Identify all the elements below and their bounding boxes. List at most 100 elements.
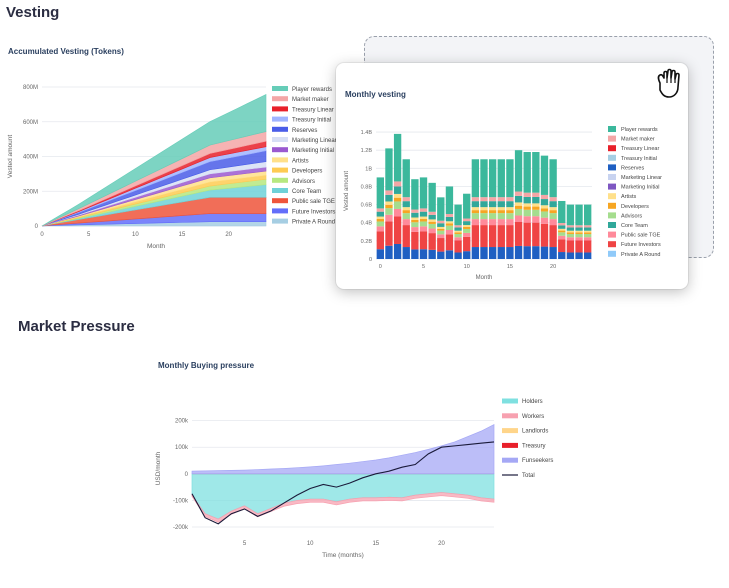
mon-bar-segment (566, 225, 575, 228)
mon-bar-segment (402, 247, 410, 259)
buy-workers-area (191, 492, 495, 523)
mon-bar-segment (376, 219, 384, 222)
mon-bar-segment (566, 230, 575, 233)
buy-ytick-label: 0 (185, 472, 189, 478)
acc-xtick-label: 5 (87, 232, 91, 238)
mon-bar-segment (584, 252, 592, 259)
mon-bar-segment (463, 218, 471, 222)
mon-ylabel: Vested amount (344, 171, 350, 211)
buy-funseekers-area (191, 424, 495, 475)
mon-bar-segment (454, 237, 462, 241)
mon-bar-segment (428, 214, 436, 220)
mon-bar-segment (437, 230, 445, 235)
mon-bar-segment (549, 225, 557, 248)
mon-bar-segment (549, 159, 557, 198)
accumulated-vesting-chart[interactable]: 0 200M 400M 600M 800M 0 5 10 15 20 Month Vested amo… (0, 60, 360, 260)
buy-ylabel: USD/month (155, 451, 162, 485)
mon-bar-segment (523, 206, 531, 210)
mon-bar-segment (445, 216, 454, 222)
mon-bar-segment (506, 159, 514, 198)
acc-legend-swatch (272, 116, 288, 122)
mon-bar-segment (402, 210, 410, 214)
buy-xlabel: Time (months) (322, 552, 364, 559)
mon-legend-swatch (608, 174, 616, 180)
mon-legend-label: Private A Round (621, 252, 660, 258)
mon-legend-swatch (608, 164, 616, 171)
buying-pressure-chart[interactable]: -200k -100k 0 100k 200k 5 10 15 20 Time (months) U… (140, 380, 560, 570)
mon-bar-segment (393, 216, 402, 244)
acc-legend-label: Developers (292, 169, 322, 175)
mon-bar-segment (419, 216, 428, 220)
mon-bar-segment (523, 216, 531, 223)
acc-legend-swatch (272, 218, 288, 224)
mon-bar-segment (514, 215, 523, 223)
mon-bar-segment (428, 233, 436, 250)
mon-bar-segment (393, 193, 402, 198)
mon-bar-segment (437, 228, 445, 231)
mon-bar-segment (454, 232, 462, 234)
mon-bar-segment (411, 227, 419, 232)
acc-legend-swatch (272, 137, 288, 142)
mon-bar-segment (540, 205, 549, 209)
mon-bar-segment (445, 250, 454, 259)
mon-bar-segment (584, 233, 592, 238)
mon-bar-segment (480, 207, 488, 211)
acc-legend-swatch (272, 188, 288, 193)
mon-ytick-label: 0.2B (361, 239, 373, 245)
mon-bar-segment (584, 240, 592, 253)
accumulated-chart-title: Accumulated Vesting (Tokens) (8, 47, 124, 56)
mon-legend-label: Reserves (621, 165, 644, 171)
mon-bar-segment (419, 231, 428, 250)
mon-bar-segment (411, 217, 419, 220)
mon-bar-segment (402, 207, 410, 211)
mon-legend-swatch (608, 154, 616, 161)
mon-ytick-label: 1.2B (361, 148, 373, 154)
acc-legend-swatch (272, 147, 288, 153)
mon-bar-segment (523, 209, 531, 217)
mon-bar-segment (566, 232, 575, 234)
acc-legend-label: Advisors (292, 179, 315, 185)
acc-ytick-label: 0 (35, 224, 39, 230)
acc-ytick-label: 800M (23, 85, 38, 91)
mon-bar-segment (471, 210, 480, 214)
acc-ytick-label: 200M (23, 189, 38, 195)
buy-legend-label: Holders (522, 399, 543, 405)
mon-bar-segment (463, 225, 471, 228)
mon-bar-segment (471, 207, 480, 211)
mon-bar-segment (506, 201, 514, 208)
mon-bar-segment (445, 186, 454, 215)
mon-bar-segment (488, 210, 497, 214)
buy-legend-swatch (502, 442, 518, 448)
vesting-heading: Vesting (6, 4, 60, 21)
mon-legend-label: Advisors (621, 213, 642, 219)
mon-bar-segment (566, 240, 575, 253)
mon-bar-segment (411, 219, 419, 223)
acc-xtick-label: 0 (40, 232, 44, 238)
mon-bar-segment (385, 194, 393, 202)
mon-bar-segment (558, 228, 566, 231)
mon-bar-segment (411, 249, 419, 259)
acc-legend-swatch (272, 96, 288, 102)
acc-legend-label: Market maker (292, 97, 329, 103)
mon-bar-segment (471, 225, 480, 248)
mon-bar-segment (454, 230, 462, 233)
mon-bar-segment (549, 201, 557, 208)
mon-bar-segment (445, 229, 454, 235)
mon-bar-segment (376, 211, 384, 217)
acc-xtick-label: 10 (132, 232, 139, 238)
mon-bar-segment (549, 207, 557, 211)
mon-bar-segment (480, 210, 488, 214)
mon-bar-segment (497, 159, 505, 198)
mon-bar-segment (584, 237, 592, 241)
mon-bar-segment (566, 204, 575, 226)
mon-bar-segment (497, 197, 505, 202)
mon-bar-segment (532, 222, 540, 247)
monthly-vesting-card[interactable]: Monthly vesting 0 0.2B 0.4B 0.6B 0.8B 1B 1.2B 1… (336, 63, 688, 289)
mon-bar-segment (549, 213, 557, 220)
acc-legend-label: Public sale TGE (292, 199, 335, 205)
mon-bar-segment (454, 233, 462, 238)
mon-bar-segment (393, 201, 402, 209)
mon-legend-label: Marketing Initial (621, 185, 660, 191)
mon-bar-segment (437, 197, 445, 221)
